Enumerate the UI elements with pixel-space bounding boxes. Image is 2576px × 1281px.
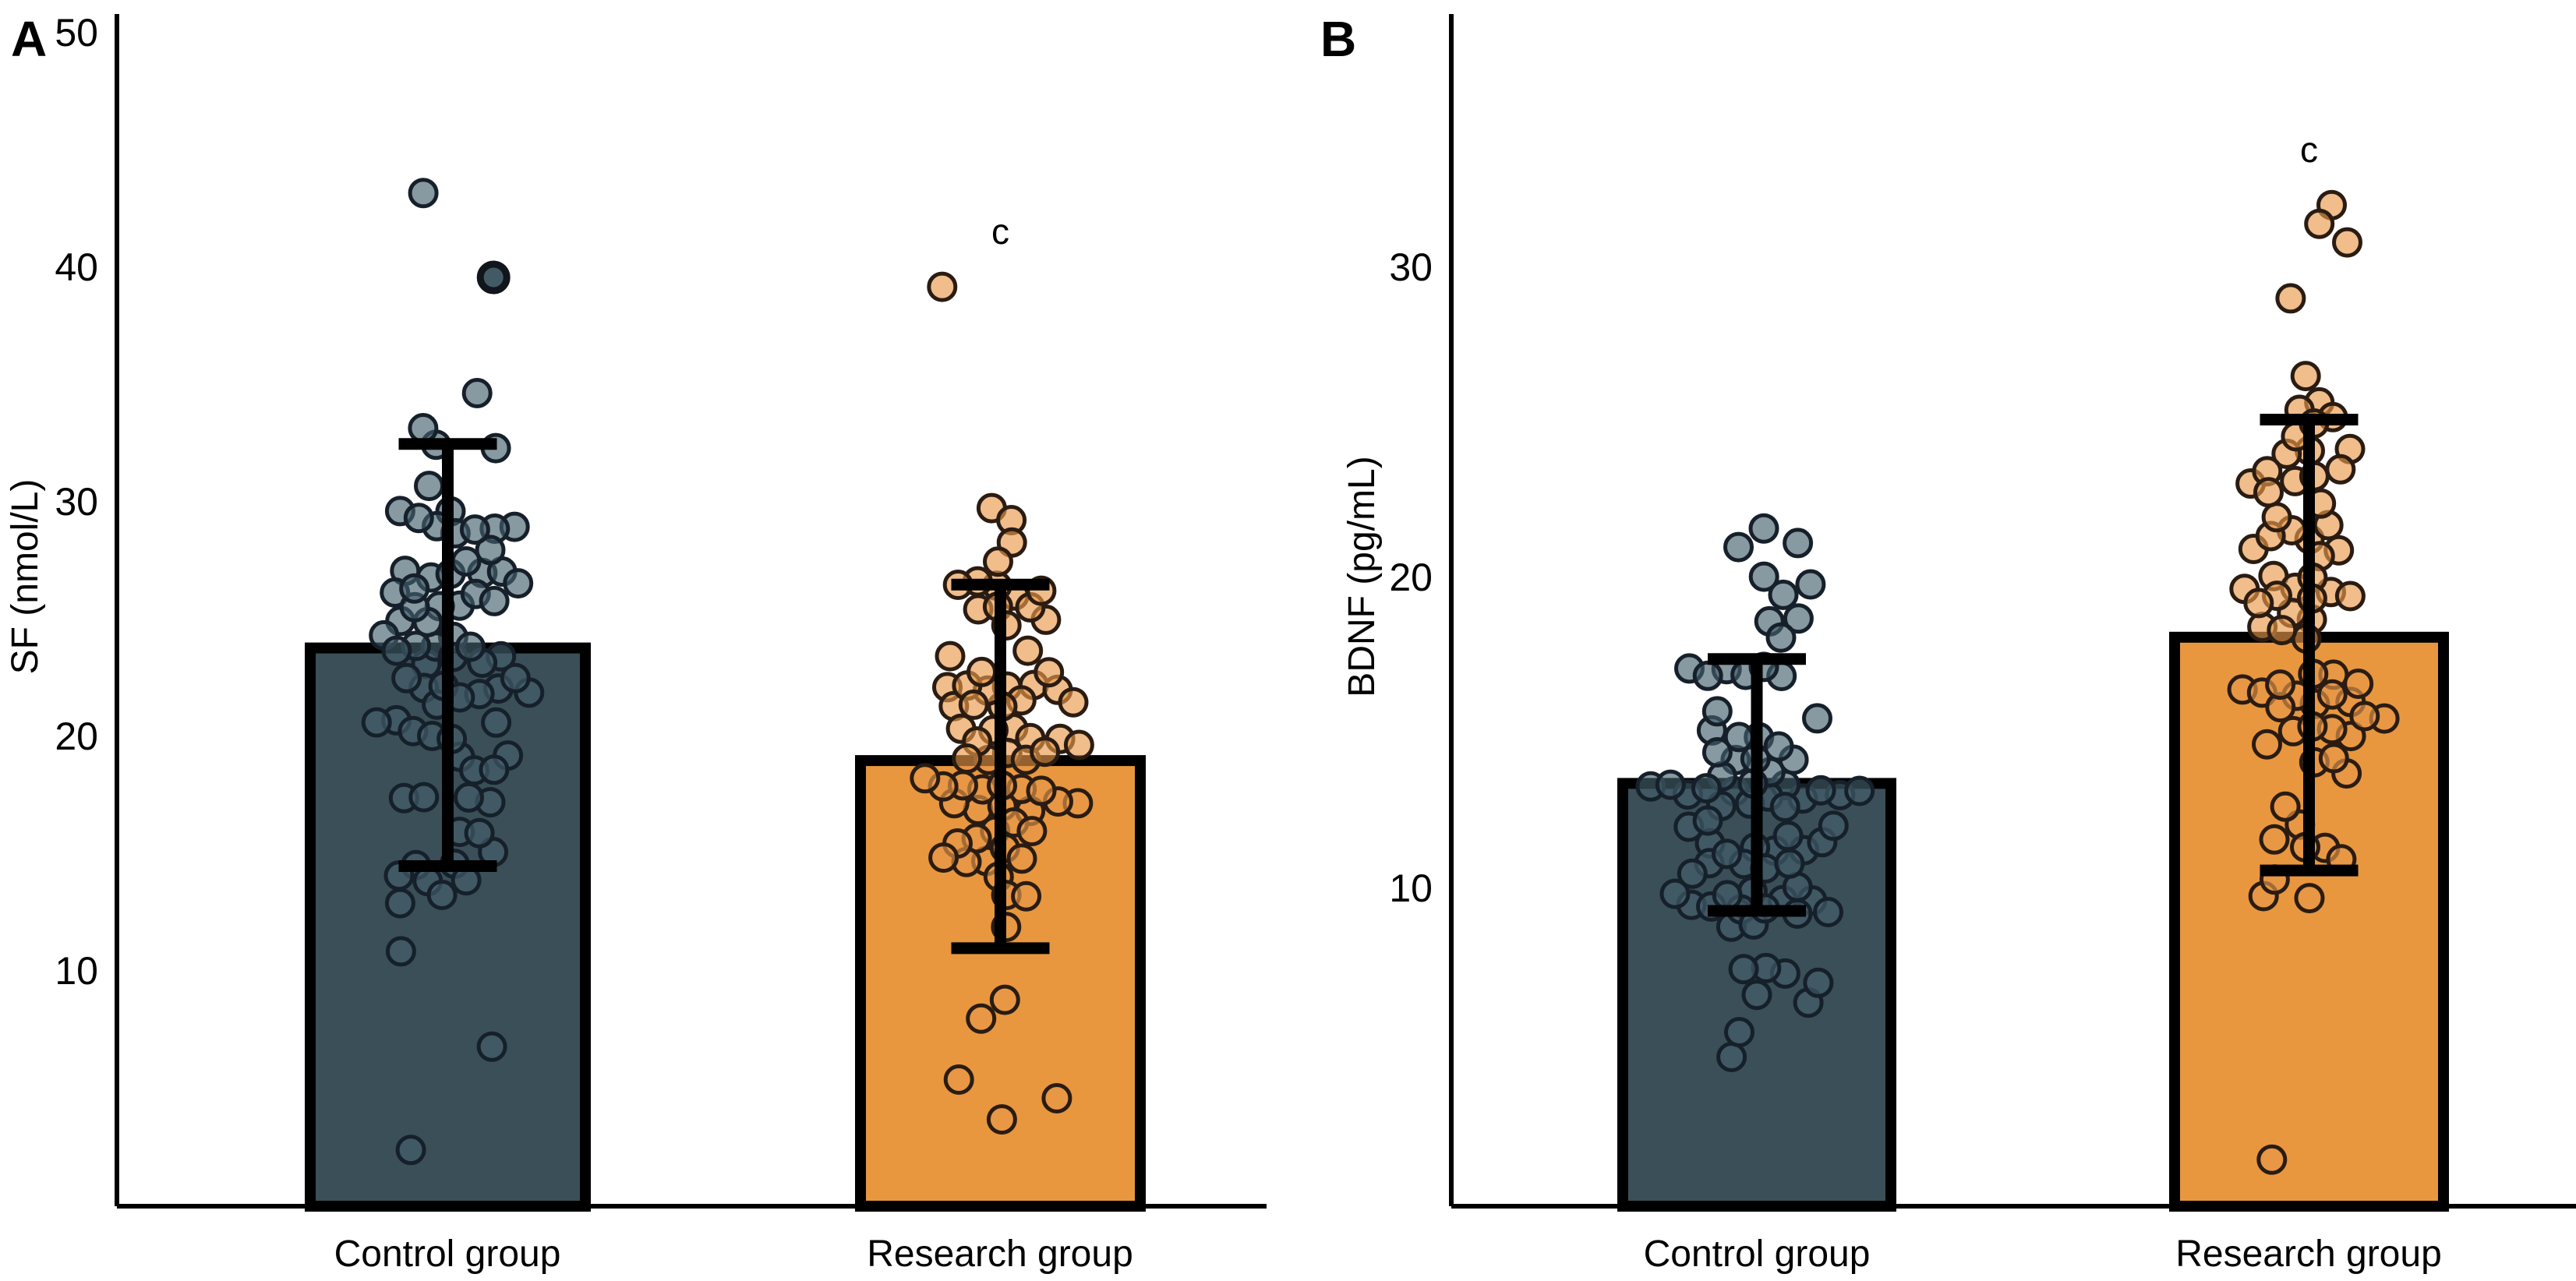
svg-text:c: c (2300, 129, 2318, 170)
svg-text:40: 40 (55, 245, 98, 289)
svg-text:50: 50 (55, 11, 98, 55)
svg-text:Research group: Research group (2175, 1233, 2442, 1275)
svg-text:c: c (991, 211, 1009, 252)
svg-text:20: 20 (55, 715, 98, 758)
svg-text:10: 10 (55, 949, 98, 993)
svg-text:A: A (11, 11, 47, 67)
svg-text:SF (nmol/L): SF (nmol/L) (5, 479, 46, 675)
svg-text:BDNF (pg/mL): BDNF (pg/mL) (1341, 456, 1383, 697)
svg-text:30: 30 (1389, 245, 1433, 289)
svg-text:10: 10 (1389, 866, 1433, 910)
svg-text:Control group: Control group (1644, 1233, 1871, 1275)
svg-text:B: B (1320, 11, 1356, 67)
svg-text:Research group: Research group (867, 1233, 1133, 1275)
svg-text:20: 20 (1389, 556, 1433, 599)
svg-text:Control group: Control group (334, 1233, 561, 1275)
svg-text:30: 30 (55, 480, 98, 524)
